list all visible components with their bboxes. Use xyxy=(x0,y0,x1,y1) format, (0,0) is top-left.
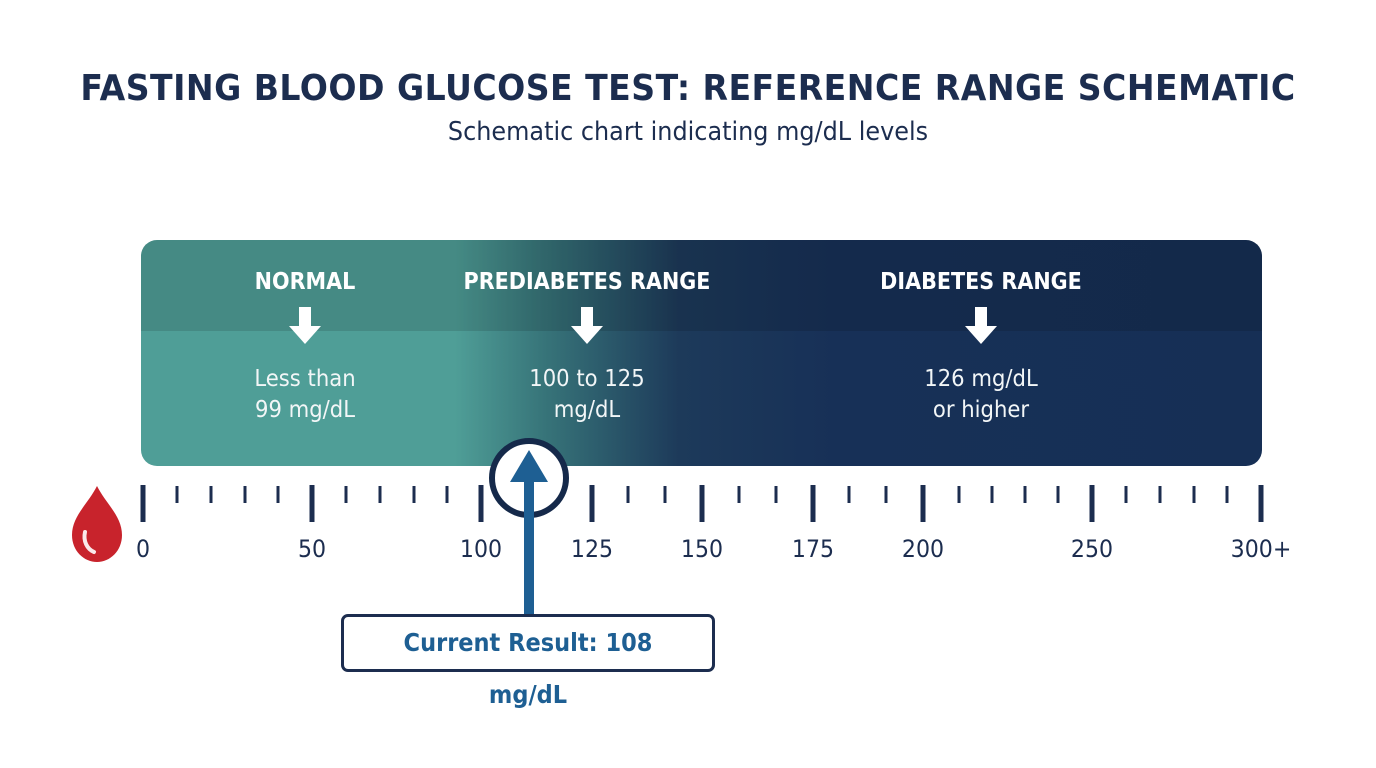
axis-minor-tick xyxy=(1158,486,1162,503)
zone-value-line: 99 mg/dL xyxy=(254,397,356,423)
axis-minor-tick xyxy=(175,486,179,503)
axis-minor-tick xyxy=(1056,486,1060,503)
zone-diabetes: DIABETES RANGE 126 mg/dL or higher xyxy=(821,240,1141,466)
axis-minor-tick xyxy=(957,486,961,503)
up-arrow-icon xyxy=(510,450,548,615)
axis-minor-tick xyxy=(243,486,247,503)
axis-major-tick xyxy=(1089,485,1095,522)
down-arrow-icon xyxy=(289,307,321,344)
axis-minor-tick xyxy=(663,486,667,503)
tick-label: 150 xyxy=(680,535,724,563)
axis-minor-tick xyxy=(378,486,382,503)
tick-label: 200 xyxy=(901,535,945,563)
axis-minor-tick xyxy=(626,486,630,503)
axis-minor-tick xyxy=(1225,486,1229,503)
current-result-box: Current Result: 108 mg/dL xyxy=(341,614,715,709)
blood-drop-icon xyxy=(72,486,122,562)
zone-title-prediabetes: PREDIABETES RANGE xyxy=(463,269,711,295)
zone-value-prediabetes: 100 to 125 mg/dL xyxy=(444,364,729,426)
axis-major-tick xyxy=(1258,485,1264,522)
tick-label: 125 xyxy=(570,535,614,563)
axis-major-tick xyxy=(589,485,595,522)
axis-minor-tick xyxy=(737,486,741,503)
axis-minor-tick xyxy=(847,486,851,503)
zone-value-normal: Less than 99 mg/dL xyxy=(195,364,416,426)
axis-minor-tick xyxy=(445,486,449,503)
axis-major-tick xyxy=(140,485,146,522)
zone-title-normal: NORMAL xyxy=(254,269,356,295)
current-result-label: Current Result: 108 mg/dL xyxy=(403,628,653,709)
axis-minor-tick xyxy=(990,486,994,503)
tick-label: 50 xyxy=(297,535,327,563)
axis-major-tick xyxy=(699,485,705,522)
page-title: FASTING BLOOD GLUCOSE TEST: REFERENCE RA… xyxy=(80,68,1296,109)
tick-label: 250 xyxy=(1070,535,1114,563)
zone-title-diabetes: DIABETES RANGE xyxy=(880,269,1082,295)
zone-value-line: mg/dL xyxy=(553,397,621,423)
range-header-strip xyxy=(141,240,1262,331)
axis-minor-tick xyxy=(1192,486,1196,503)
tick-label: 0 xyxy=(135,535,151,563)
axis-major-tick xyxy=(920,485,926,522)
axis-major-tick xyxy=(478,485,484,522)
axis-minor-tick xyxy=(412,486,416,503)
zone-value-line: 100 to 125 xyxy=(529,366,645,392)
tick-label: 175 xyxy=(791,535,835,563)
down-arrow-icon xyxy=(965,307,997,344)
axis-minor-tick xyxy=(884,486,888,503)
tick-label: 300+ xyxy=(1230,535,1292,563)
axis-minor-tick xyxy=(1124,486,1128,503)
axis-minor-tick xyxy=(1023,486,1027,503)
axis-ticks xyxy=(140,485,1264,522)
range-band: NORMAL Less than 99 mg/dL PREDIABETES RA… xyxy=(141,240,1262,466)
zone-normal: NORMAL Less than 99 mg/dL xyxy=(185,240,425,466)
axis-major-tick xyxy=(309,485,315,522)
page-subtitle: Schematic chart indicating mg/dL levels xyxy=(447,117,929,147)
result-pointer xyxy=(489,438,569,615)
axis-major-tick xyxy=(810,485,816,522)
axis-minor-tick xyxy=(774,486,778,503)
zone-value-line: 126 mg/dL xyxy=(924,366,1038,392)
zone-prediabetes: PREDIABETES RANGE 100 to 125 mg/dL xyxy=(432,240,742,466)
down-arrow-icon xyxy=(571,307,603,344)
axis-minor-tick xyxy=(276,486,280,503)
axis-minor-tick xyxy=(344,486,348,503)
zone-value-line: or higher xyxy=(932,397,1030,423)
zone-value-line: Less than xyxy=(254,366,356,392)
zone-value-diabetes: 126 mg/dL or higher xyxy=(834,364,1128,426)
axis-minor-tick xyxy=(209,486,213,503)
tick-label: 100 xyxy=(459,535,503,563)
